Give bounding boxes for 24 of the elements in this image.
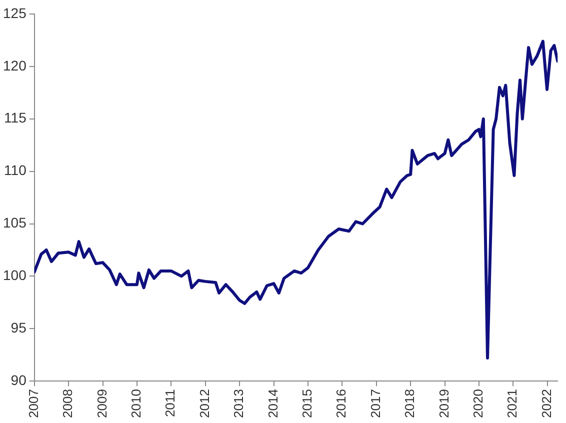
x-tick-label: 2010 — [128, 389, 144, 418]
x-tick-label: 2017 — [368, 389, 383, 418]
x-tick-label: 2011 — [162, 389, 178, 418]
y-tick-label: 120 — [3, 57, 27, 74]
x-tick-label: 2020 — [470, 389, 486, 418]
x-tick-label: 2019 — [436, 389, 452, 418]
x-tick-label: 2009 — [94, 389, 110, 418]
x-tick-label: 2014 — [265, 389, 280, 418]
y-tick-label: 100 — [3, 267, 27, 284]
x-tick-label: 2016 — [334, 389, 349, 418]
x-tick-label: 2021 — [504, 389, 520, 418]
y-tick-label: 115 — [4, 110, 27, 126]
x-tick-label: 2013 — [231, 389, 246, 418]
y-tick-label: 125 — [3, 4, 27, 21]
x-tick-label: 2012 — [196, 389, 212, 418]
x-tick-label: 2008 — [60, 389, 76, 418]
y-tick-label: 105 — [3, 214, 27, 231]
x-tick-label: 2018 — [402, 389, 418, 418]
y-tick-label: 95 — [10, 320, 27, 336]
x-tick-label: 2022 — [538, 389, 554, 418]
y-tick-label: 110 — [4, 162, 27, 178]
x-tick-label: 2007 — [26, 389, 41, 418]
y-tick-label: 90 — [10, 372, 27, 388]
x-tick-label: 2015 — [300, 389, 315, 418]
